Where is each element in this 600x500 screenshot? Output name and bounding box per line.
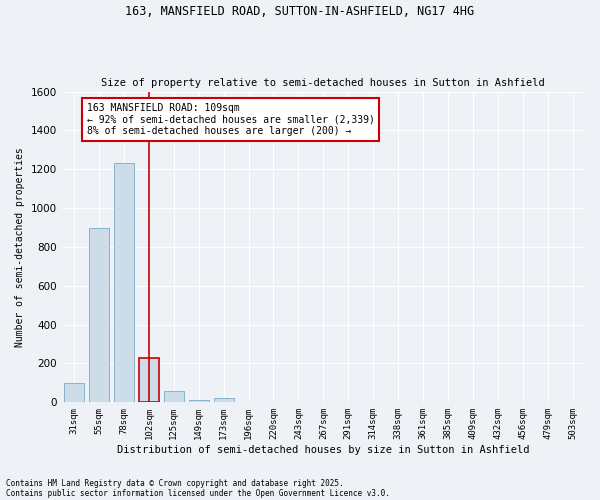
Y-axis label: Number of semi-detached properties: Number of semi-detached properties — [15, 147, 25, 347]
Text: 163, MANSFIELD ROAD, SUTTON-IN-ASHFIELD, NG17 4HG: 163, MANSFIELD ROAD, SUTTON-IN-ASHFIELD,… — [125, 5, 475, 18]
Title: Size of property relative to semi-detached houses in Sutton in Ashfield: Size of property relative to semi-detach… — [101, 78, 545, 88]
Bar — [64, 383, 84, 402]
Bar — [114, 164, 134, 402]
Bar — [164, 390, 184, 402]
Bar — [89, 228, 109, 402]
Bar — [214, 398, 233, 402]
X-axis label: Distribution of semi-detached houses by size in Sutton in Ashfield: Distribution of semi-detached houses by … — [117, 445, 530, 455]
Bar — [189, 400, 209, 402]
Text: 163 MANSFIELD ROAD: 109sqm
← 92% of semi-detached houses are smaller (2,339)
8% : 163 MANSFIELD ROAD: 109sqm ← 92% of semi… — [86, 103, 374, 136]
Bar — [139, 358, 159, 403]
Text: Contains public sector information licensed under the Open Government Licence v3: Contains public sector information licen… — [6, 488, 390, 498]
Text: Contains HM Land Registry data © Crown copyright and database right 2025.: Contains HM Land Registry data © Crown c… — [6, 478, 344, 488]
